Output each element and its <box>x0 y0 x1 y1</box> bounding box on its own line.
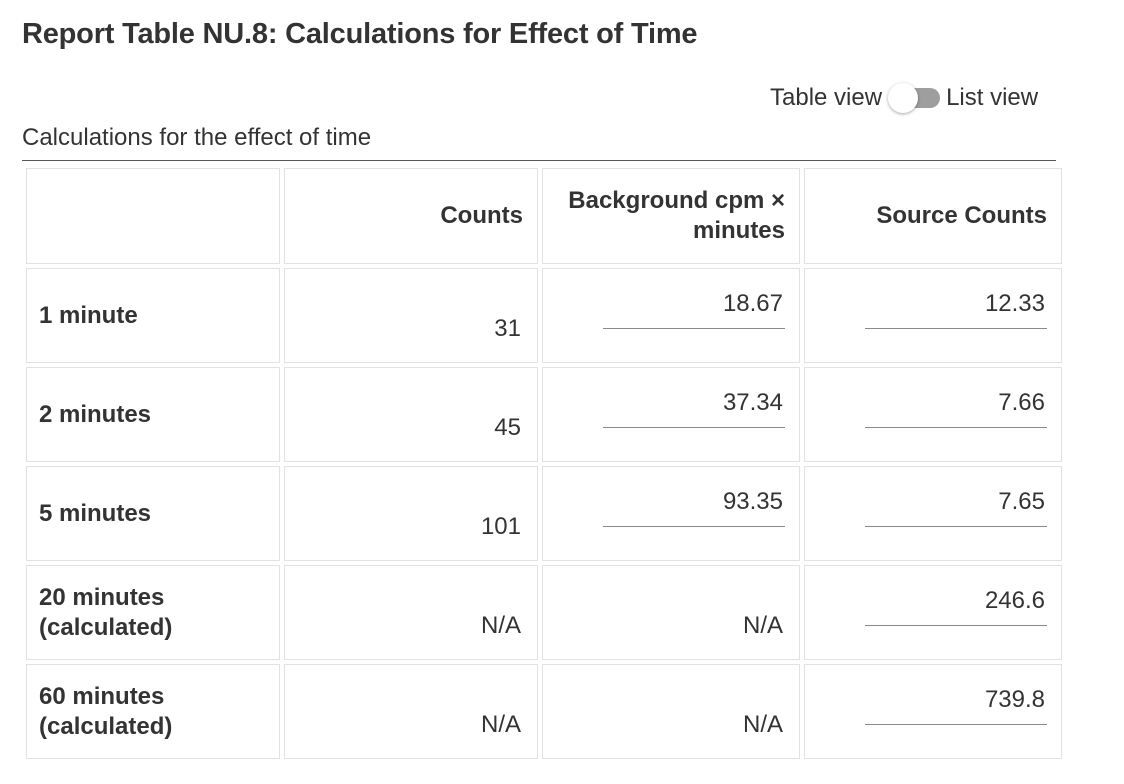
background-cell: 93.35 <box>542 466 800 561</box>
background-input[interactable]: 18.67 <box>603 290 785 329</box>
table-row: 60 minutes (calculated) N/A N/A 739.8 <box>26 664 1062 759</box>
background-value: N/A <box>742 611 783 639</box>
page-title: Report Table NU.8: Calculations for Effe… <box>22 18 698 50</box>
row-label: 5 minutes <box>26 466 280 561</box>
background-cell: N/A <box>542 565 800 660</box>
source-counts-cell: 7.65 <box>804 466 1062 561</box>
source-counts-input[interactable]: 7.66 <box>865 389 1047 428</box>
table-header-row: Counts Background cpm × minutes Source C… <box>26 168 1062 264</box>
source-counts-input[interactable]: 739.8 <box>865 686 1047 725</box>
table-row: 5 minutes 101 93.35 7.65 <box>26 466 1062 561</box>
counts-cell: 31 <box>284 268 538 363</box>
column-header-source-counts: Source Counts <box>804 168 1062 264</box>
source-counts-cell: 12.33 <box>804 268 1062 363</box>
source-counts-input[interactable]: 246.6 <box>865 587 1047 626</box>
table-caption: Calculations for the effect of time <box>22 124 1056 161</box>
source-counts-cell: 739.8 <box>804 664 1062 759</box>
counts-cell: N/A <box>284 565 538 660</box>
source-counts-input[interactable]: 12.33 <box>865 290 1047 329</box>
table-row: 1 minute 31 18.67 12.33 <box>26 268 1062 363</box>
source-counts-cell: 246.6 <box>804 565 1062 660</box>
background-value: N/A <box>742 710 783 738</box>
column-header-empty <box>26 168 280 264</box>
source-counts-cell: 7.66 <box>804 367 1062 462</box>
view-toggle-switch[interactable] <box>888 82 942 114</box>
toggle-thumb[interactable] <box>888 83 919 113</box>
row-label: 20 minutes (calculated) <box>26 565 280 660</box>
counts-cell: 45 <box>284 367 538 462</box>
list-view-label: List view <box>946 84 1039 111</box>
row-label: 2 minutes <box>26 367 280 462</box>
counts-cell: 101 <box>284 466 538 561</box>
row-label: 1 minute <box>26 268 280 363</box>
source-counts-input[interactable]: 7.65 <box>865 488 1047 527</box>
counts-value: N/A <box>480 611 521 639</box>
counts-value: N/A <box>480 710 521 738</box>
row-label: 60 minutes (calculated) <box>26 664 280 759</box>
counts-value: 101 <box>480 512 521 540</box>
table-row: 2 minutes 45 37.34 7.66 <box>26 367 1062 462</box>
background-input[interactable]: 93.35 <box>603 488 785 527</box>
view-toggle: Table view List view <box>770 82 1038 114</box>
calculations-table: Counts Background cpm × minutes Source C… <box>22 164 1066 763</box>
counts-cell: N/A <box>284 664 538 759</box>
background-cell: 18.67 <box>542 268 800 363</box>
column-header-counts: Counts <box>284 168 538 264</box>
background-input[interactable]: 37.34 <box>603 389 785 428</box>
table-row: 20 minutes (calculated) N/A N/A 246.6 <box>26 565 1062 660</box>
background-cell: N/A <box>542 664 800 759</box>
counts-value: 31 <box>494 314 521 342</box>
background-cell: 37.34 <box>542 367 800 462</box>
table-view-label: Table view <box>770 84 883 111</box>
column-header-background: Background cpm × minutes <box>542 168 800 264</box>
counts-value: 45 <box>494 413 521 441</box>
